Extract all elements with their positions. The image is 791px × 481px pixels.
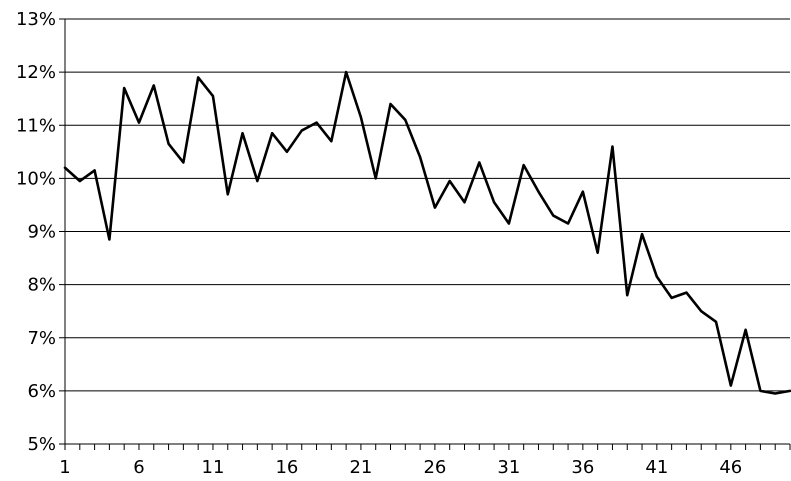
y-tick-label: 7% [27,328,56,349]
series-line-0 [63,70,791,395]
y-tick-label: 13% [16,9,56,30]
gridlines [65,18,790,392]
y-axis-tick-labels: 5% 6% 7% 8% 9% 10% 11% 12% 13% [16,9,56,455]
x-tick-label: 36 [571,457,594,476]
y-tick-label: 6% [27,381,56,402]
x-tick-label: 41 [645,457,668,476]
x-tick-label: 26 [423,457,446,476]
x-tick-label: 31 [497,457,520,476]
x-tick-label: 46 [719,457,742,476]
axes [59,18,791,450]
x-tick-label: 16 [275,457,298,476]
x-tick-label: 11 [202,457,225,476]
y-tick-label: 11% [16,115,56,136]
y-tick-label: 9% [27,222,56,243]
y-tick-label: 8% [27,275,56,296]
x-tick-label: 1 [59,457,70,476]
y-tick-label: 5% [27,434,56,455]
y-tick-label: 12% [16,62,56,83]
x-tick-label: 21 [349,457,372,476]
x-tick-label: 6 [133,457,144,476]
y-tick-label: 10% [16,168,56,189]
x-axis-tick-labels: 1 6 11 16 21 26 31 36 41 46 [59,457,742,478]
series-layer [63,70,791,395]
